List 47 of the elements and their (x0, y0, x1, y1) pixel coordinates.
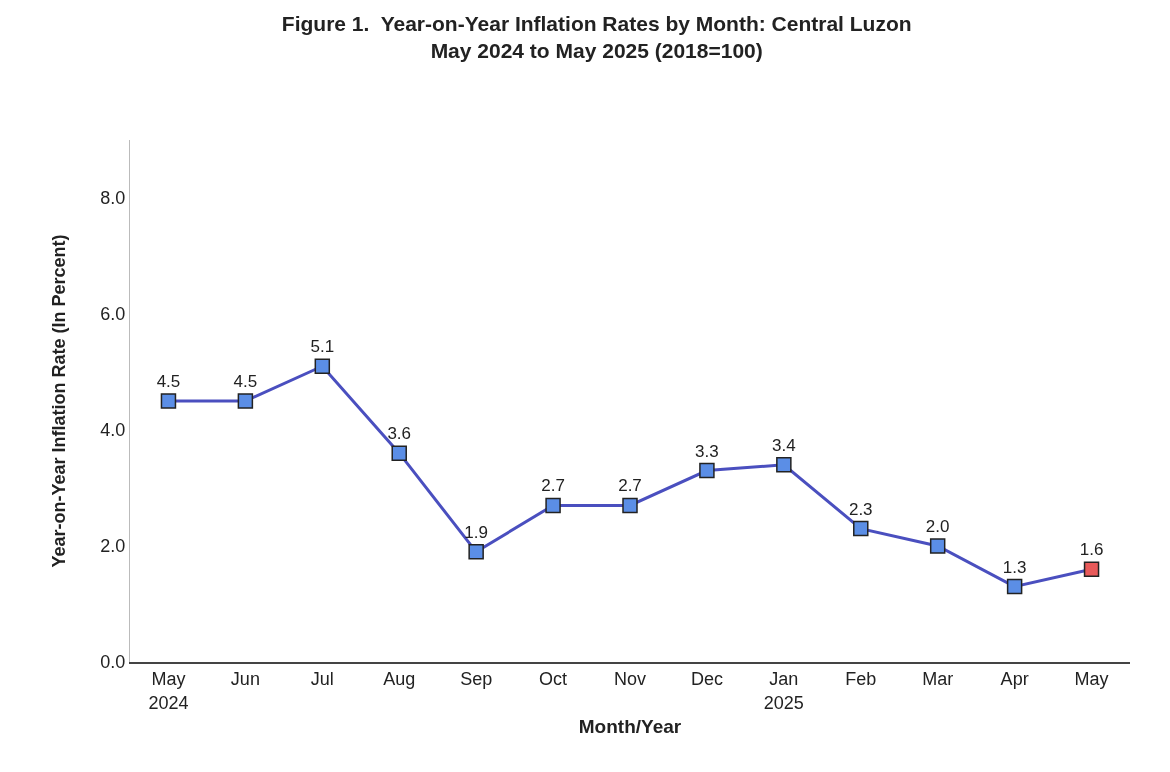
x-tick-label: May (1074, 669, 1109, 690)
point (391, 445, 407, 461)
x-axis-title: Month/Year (578, 716, 682, 738)
x-tick-label: Apr (1000, 669, 1029, 690)
x-tick-label: Nov (613, 669, 647, 690)
y-tick-label: 4.0 (100, 420, 126, 441)
point (468, 544, 484, 560)
data-label: 2.7 (618, 476, 642, 496)
data-label: 3.6 (387, 424, 412, 444)
point (314, 358, 331, 374)
x-tick-label: Oct (539, 669, 568, 690)
data-label: 3.4 (772, 435, 796, 455)
point (237, 393, 254, 409)
point (853, 520, 869, 537)
y-tick-label: 8.0 (100, 188, 126, 209)
x-tick-label: Jan 2025 (763, 669, 804, 713)
point (622, 497, 638, 514)
point (776, 457, 792, 473)
y-axis-title: Year-on-Year Inflation Rate (In Percent) (48, 234, 69, 568)
point (1083, 561, 1100, 577)
x-tick-label: May 2024 (148, 669, 189, 713)
point (160, 393, 177, 409)
x-tick-label: Mar (922, 669, 954, 690)
x-tick-label: Dec (690, 669, 723, 690)
x-tick-label: Jul (310, 669, 334, 690)
data-label: 5.1 (310, 337, 335, 357)
data-label: 1.3 (1002, 557, 1027, 577)
point (545, 497, 561, 514)
data-label: 4.5 (233, 372, 258, 391)
data-label: 3.3 (695, 441, 719, 461)
point (699, 462, 715, 479)
x-tick-label: Aug (383, 669, 416, 690)
data-label: 4.5 (156, 372, 181, 391)
data-label: 2.7 (541, 476, 565, 496)
point (929, 538, 946, 554)
x-tick-label: Jun (230, 669, 260, 690)
y-tick-label: 2.0 (100, 536, 126, 557)
point (1006, 578, 1023, 595)
y-tick-label: 0.0 (100, 652, 126, 673)
chart-title: Figure 1. Year-on-Year Inflation Rates by Month: Central Luzon May 2024 to May 2025 (2018=100) (281, 11, 912, 63)
data-label: 2.3 (848, 499, 873, 519)
x-tick-label: Feb (845, 669, 877, 690)
data-label: 1.6 (1079, 540, 1104, 560)
data-label: 2.0 (925, 517, 950, 536)
y-tick-label: 6.0 (100, 304, 126, 325)
data-label: 1.9 (464, 522, 488, 542)
x-tick-label: Sep (460, 669, 493, 690)
